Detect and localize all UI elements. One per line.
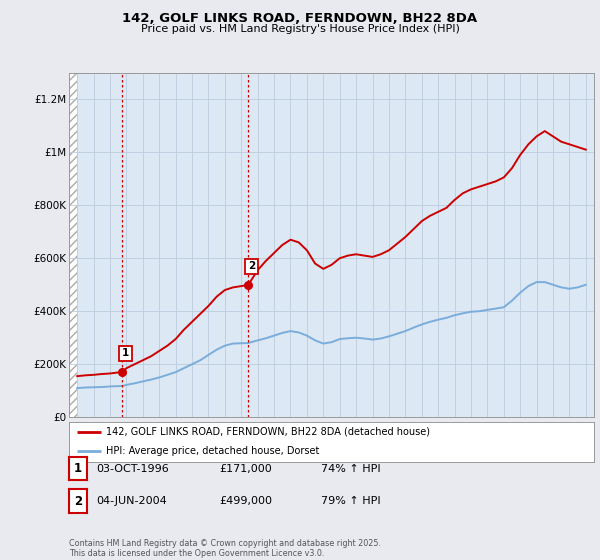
Text: £171,000: £171,000 — [219, 464, 272, 474]
Text: 1: 1 — [122, 348, 129, 358]
Text: 2: 2 — [248, 262, 255, 272]
Text: 1: 1 — [74, 462, 82, 475]
Text: 04-JUN-2004: 04-JUN-2004 — [96, 496, 167, 506]
Text: 03-OCT-1996: 03-OCT-1996 — [96, 464, 169, 474]
Text: 74% ↑ HPI: 74% ↑ HPI — [321, 464, 380, 474]
Text: £499,000: £499,000 — [219, 496, 272, 506]
Text: 79% ↑ HPI: 79% ↑ HPI — [321, 496, 380, 506]
Text: 142, GOLF LINKS ROAD, FERNDOWN, BH22 8DA (detached house): 142, GOLF LINKS ROAD, FERNDOWN, BH22 8DA… — [106, 427, 430, 437]
Text: Price paid vs. HM Land Registry's House Price Index (HPI): Price paid vs. HM Land Registry's House … — [140, 24, 460, 34]
Text: 2: 2 — [74, 494, 82, 508]
Text: Contains HM Land Registry data © Crown copyright and database right 2025.
This d: Contains HM Land Registry data © Crown c… — [69, 539, 381, 558]
Text: HPI: Average price, detached house, Dorset: HPI: Average price, detached house, Dors… — [106, 446, 319, 456]
Text: 142, GOLF LINKS ROAD, FERNDOWN, BH22 8DA: 142, GOLF LINKS ROAD, FERNDOWN, BH22 8DA — [122, 12, 478, 25]
Bar — [69, 73, 77, 417]
